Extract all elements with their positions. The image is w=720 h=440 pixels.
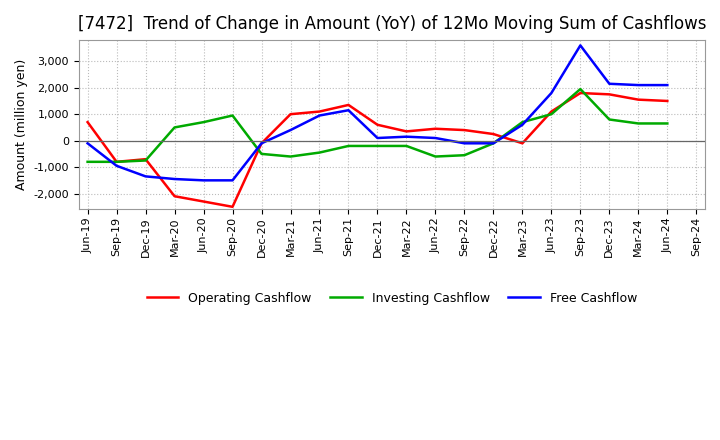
Free Cashflow <box>402 134 411 139</box>
Operating Cashflow <box>286 112 294 117</box>
Free Cashflow <box>344 108 353 113</box>
Investing Cashflow <box>518 120 527 125</box>
Operating Cashflow <box>373 122 382 128</box>
Operating Cashflow <box>84 120 92 125</box>
Line: Free Cashflow: Free Cashflow <box>88 45 667 180</box>
Free Cashflow <box>257 141 266 146</box>
Free Cashflow <box>170 176 179 182</box>
Free Cashflow <box>663 82 672 88</box>
Free Cashflow <box>315 113 324 118</box>
Title: [7472]  Trend of Change in Amount (YoY) of 12Mo Moving Sum of Cashflows: [7472] Trend of Change in Amount (YoY) o… <box>78 15 706 33</box>
Investing Cashflow <box>373 143 382 149</box>
Free Cashflow <box>576 43 585 48</box>
Operating Cashflow <box>228 204 237 209</box>
Free Cashflow <box>489 141 498 146</box>
Free Cashflow <box>84 141 92 146</box>
Investing Cashflow <box>576 86 585 92</box>
Investing Cashflow <box>605 117 613 122</box>
Investing Cashflow <box>84 159 92 165</box>
Operating Cashflow <box>605 92 613 97</box>
Free Cashflow <box>141 174 150 179</box>
Y-axis label: Amount (million yen): Amount (million yen) <box>15 59 28 191</box>
Free Cashflow <box>286 128 294 133</box>
Investing Cashflow <box>663 121 672 126</box>
Operating Cashflow <box>431 126 440 132</box>
Free Cashflow <box>605 81 613 86</box>
Investing Cashflow <box>489 141 498 146</box>
Investing Cashflow <box>112 159 121 165</box>
Investing Cashflow <box>199 120 208 125</box>
Operating Cashflow <box>199 199 208 204</box>
Operating Cashflow <box>344 102 353 107</box>
Free Cashflow <box>228 178 237 183</box>
Free Cashflow <box>199 178 208 183</box>
Investing Cashflow <box>547 112 556 117</box>
Line: Investing Cashflow: Investing Cashflow <box>88 89 667 162</box>
Operating Cashflow <box>576 90 585 95</box>
Free Cashflow <box>373 136 382 141</box>
Operating Cashflow <box>141 157 150 162</box>
Operating Cashflow <box>257 141 266 146</box>
Legend: Operating Cashflow, Investing Cashflow, Free Cashflow: Operating Cashflow, Investing Cashflow, … <box>142 287 642 310</box>
Operating Cashflow <box>112 159 121 165</box>
Free Cashflow <box>634 82 643 88</box>
Free Cashflow <box>460 141 469 146</box>
Investing Cashflow <box>431 154 440 159</box>
Free Cashflow <box>112 163 121 169</box>
Investing Cashflow <box>170 125 179 130</box>
Free Cashflow <box>547 90 556 95</box>
Investing Cashflow <box>286 154 294 159</box>
Investing Cashflow <box>460 153 469 158</box>
Investing Cashflow <box>141 158 150 163</box>
Investing Cashflow <box>634 121 643 126</box>
Investing Cashflow <box>344 143 353 149</box>
Operating Cashflow <box>170 194 179 199</box>
Operating Cashflow <box>663 98 672 103</box>
Investing Cashflow <box>228 113 237 118</box>
Investing Cashflow <box>315 150 324 155</box>
Operating Cashflow <box>547 109 556 114</box>
Operating Cashflow <box>634 97 643 102</box>
Operating Cashflow <box>460 128 469 133</box>
Operating Cashflow <box>518 141 527 146</box>
Operating Cashflow <box>489 132 498 137</box>
Free Cashflow <box>431 136 440 141</box>
Operating Cashflow <box>402 129 411 134</box>
Line: Operating Cashflow: Operating Cashflow <box>88 93 667 207</box>
Operating Cashflow <box>315 109 324 114</box>
Investing Cashflow <box>402 143 411 149</box>
Investing Cashflow <box>257 151 266 157</box>
Free Cashflow <box>518 122 527 128</box>
